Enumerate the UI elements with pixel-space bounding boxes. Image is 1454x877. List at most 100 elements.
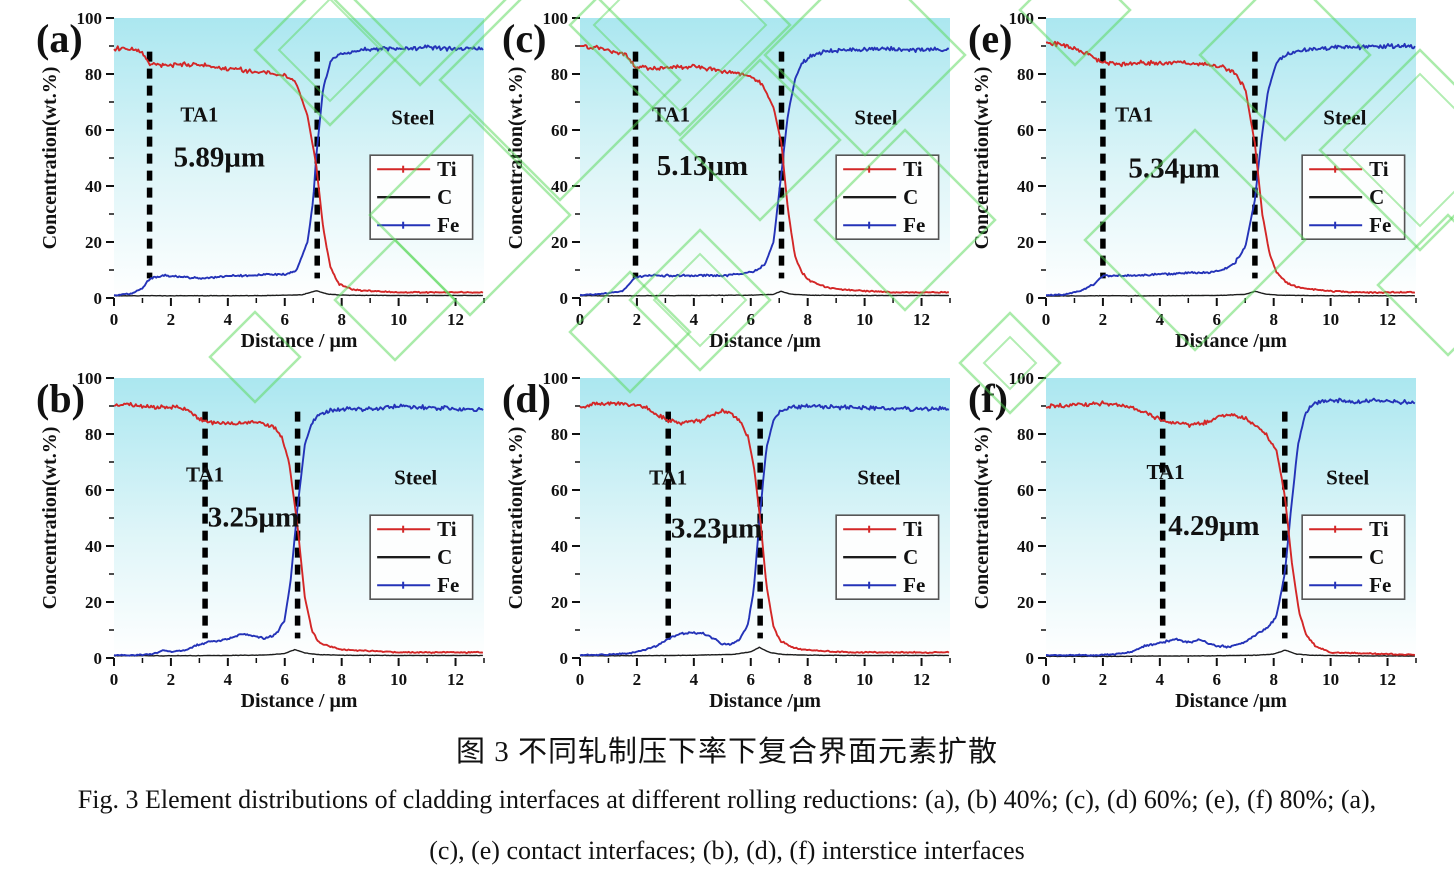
region-label-ta1: TA1: [1146, 460, 1184, 484]
x-tick-labels: 0 2 4 6 8 10 12: [1042, 670, 1396, 689]
legend: Ti C Fe: [835, 514, 940, 600]
fe-curve: [113, 403, 484, 657]
svg-text:8: 8: [1269, 670, 1278, 689]
region-label-ta1: TA1: [1115, 103, 1153, 127]
svg-text:60: 60: [551, 121, 568, 140]
svg-text:80: 80: [1017, 65, 1034, 84]
svg-text:20: 20: [85, 233, 102, 252]
ti-curve: [1045, 400, 1415, 656]
fe-curve: [1045, 397, 1416, 657]
svg-text:80: 80: [551, 425, 568, 444]
svg-text:6: 6: [281, 310, 290, 329]
svg-text:0: 0: [1042, 310, 1051, 329]
x-tick-labels: 0 2 4 6 8 10 12: [110, 310, 464, 329]
svg-text:100: 100: [1009, 9, 1035, 28]
x-tick-labels: 0 2 4 6 8 10 12: [576, 670, 930, 689]
y-axis-title: Concentration(wt.%): [971, 67, 993, 250]
svg-text:80: 80: [551, 65, 568, 84]
svg-text:12: 12: [913, 310, 930, 329]
region-label-ta1: TA1: [649, 465, 687, 489]
y-tick-labels: 0 20 40 60 80 100: [1009, 369, 1035, 668]
svg-text:4: 4: [224, 310, 233, 329]
ti-curve: [113, 401, 484, 654]
x-axis-title: Distance / μm: [241, 690, 358, 712]
svg-text:0: 0: [576, 670, 585, 689]
legend-label-ti: Ti: [903, 517, 923, 541]
diffusion-width-label: 3.23μm: [671, 513, 762, 545]
legend: Ti C Fe: [369, 514, 474, 600]
svg-text:0: 0: [560, 289, 569, 308]
legend-label-c: C: [1369, 185, 1384, 209]
legend-label-ti: Ti: [437, 517, 457, 541]
x-tick-labels: 0 2 4 6 8 10 12: [110, 670, 464, 689]
svg-text:20: 20: [1017, 233, 1034, 252]
region-label-steel: Steel: [1326, 465, 1369, 489]
svg-text:2: 2: [167, 310, 176, 329]
svg-text:10: 10: [856, 310, 873, 329]
x-axis-title: Distance /μm: [709, 690, 821, 712]
svg-text:0: 0: [1026, 649, 1035, 668]
legend-label-c: C: [437, 545, 452, 569]
y-tick-labels: 0 20 40 60 80 100: [1009, 9, 1035, 308]
x-axis-title: Distance /μm: [709, 330, 821, 352]
svg-text:8: 8: [803, 310, 812, 329]
region-label-steel: Steel: [394, 465, 437, 489]
x-tick-labels: 0 2 4 6 8 10 12: [576, 310, 930, 329]
svg-text:6: 6: [1213, 670, 1222, 689]
legend-label-fe: Fe: [437, 213, 459, 237]
y-tick-labels: 0 20 40 60 80 100: [77, 369, 103, 668]
diffusion-width-label: 5.89μm: [174, 141, 265, 173]
region-label-steel: Steel: [1323, 105, 1366, 129]
svg-text:60: 60: [1017, 121, 1034, 140]
diffusion-width-label: 5.34μm: [1128, 153, 1219, 185]
panel-label-e: (e): [968, 16, 1012, 61]
plot-a: (a) 0 2 4 6 8 10 12 0 20 40 60 80 100 Distance / μm Con…: [36, 9, 485, 352]
svg-text:8: 8: [1269, 310, 1278, 329]
interface-dashed-lines: [665, 411, 763, 639]
legend: Ti C Fe: [835, 154, 940, 240]
legend-label-ti: Ti: [903, 157, 923, 181]
svg-text:2: 2: [1099, 670, 1108, 689]
svg-text:100: 100: [543, 369, 569, 388]
y-tick-labels: 0 20 40 60 80 100: [77, 9, 103, 308]
svg-text:80: 80: [85, 65, 102, 84]
plot-c: (c) 0 2 4 6 8 10 12 0 20 40 60 80 100 Distance /μm Conc…: [502, 9, 951, 352]
region-label-ta1: TA1: [652, 103, 690, 127]
svg-text:2: 2: [633, 670, 642, 689]
region-label-steel: Steel: [854, 105, 897, 129]
svg-text:8: 8: [337, 310, 346, 329]
panel-label-a: (a): [36, 16, 83, 61]
plot-d: (d) 0 2 4 6 8 10 12 0 20 40 60 80 100 Distance /μm Conc…: [502, 369, 951, 712]
svg-text:80: 80: [1017, 425, 1034, 444]
x-axis-title: Distance /μm: [1175, 690, 1287, 712]
panel-label-b: (b): [36, 376, 85, 421]
legend: Ti C Fe: [369, 154, 474, 240]
axis-ticks: [106, 377, 485, 666]
legend-label-ti: Ti: [1369, 157, 1389, 181]
svg-text:6: 6: [747, 310, 756, 329]
y-axis-title: Concentration(wt.%): [505, 427, 527, 610]
svg-text:2: 2: [633, 310, 642, 329]
y-axis-title: Concentration(wt.%): [971, 427, 993, 610]
interface-dashed-lines: [202, 411, 301, 639]
diffusion-width-label: 3.25μm: [208, 501, 299, 533]
legend-label-c: C: [903, 545, 918, 569]
svg-text:0: 0: [94, 289, 103, 308]
svg-text:0: 0: [110, 310, 119, 329]
legend-label-fe: Fe: [437, 573, 459, 597]
plot-b: (b) 0 2 4 6 8 10 12 0 20 40 60 80 100 Distance / μm Con…: [36, 369, 485, 712]
svg-text:100: 100: [77, 9, 103, 28]
svg-text:4: 4: [690, 670, 699, 689]
svg-text:60: 60: [85, 481, 102, 500]
svg-text:10: 10: [856, 670, 873, 689]
legend-label-ti: Ti: [437, 157, 457, 181]
panel-e: (e) 0 2 4 6 8 10 12 0 20 40 60 80 100 Distance /μm Conc…: [964, 4, 1430, 356]
svg-text:0: 0: [110, 670, 119, 689]
svg-text:40: 40: [551, 177, 568, 196]
legend-label-fe: Fe: [903, 213, 925, 237]
svg-text:10: 10: [390, 670, 407, 689]
svg-text:60: 60: [85, 121, 102, 140]
legend-label-fe: Fe: [903, 573, 925, 597]
svg-text:8: 8: [337, 670, 346, 689]
